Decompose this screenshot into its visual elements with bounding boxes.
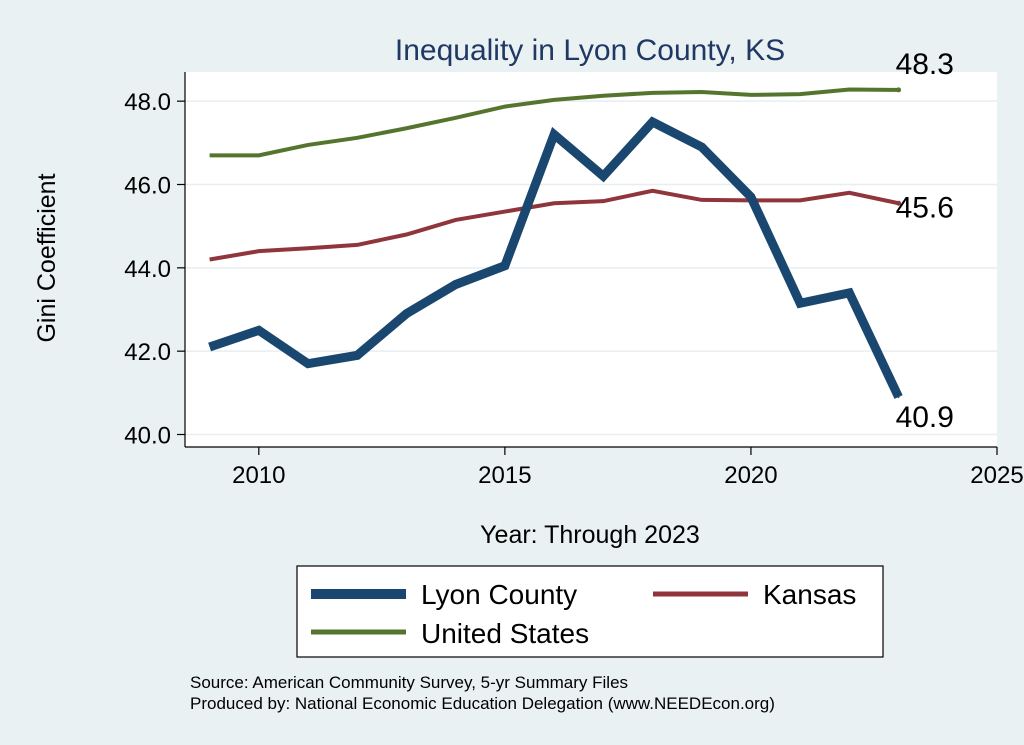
legend-label-united-states: United States (421, 618, 589, 649)
end-labels: 48.3 45.6 40.9 (896, 48, 954, 434)
chart-title: Inequality in Lyon County, KS (395, 34, 785, 67)
x-tick-label: 2025 (970, 462, 1023, 489)
end-label-united-states: 48.3 (896, 48, 954, 81)
end-label-kansas: 45.6 (896, 191, 954, 224)
series-line-united-states (209, 87, 899, 158)
axes: 40.0 42.0 44.0 46.0 48.0 2010 2015 2020 2025 (124, 72, 1024, 489)
legend: Lyon County Kansas United States (296, 565, 884, 658)
plot-area (185, 72, 997, 447)
series-line-lyon-county (208, 116, 903, 399)
x-axis-label: Year: Through 2023 (480, 521, 700, 549)
x-tick-label: 2015 (478, 462, 531, 489)
produced-by-note: Produced by: National Economic Education… (190, 694, 775, 713)
y-tick-label: 42.0 (124, 339, 171, 366)
y-tick-label: 40.0 (124, 423, 171, 450)
series-line-kansas (209, 188, 899, 262)
legend-label-lyon-county: Lyon County (421, 579, 577, 610)
series-lines (208, 87, 903, 399)
y-axis-label: Gini Coefficient (33, 173, 61, 342)
legend-box (296, 565, 884, 658)
source-note: Source: American Community Survey, 5-yr … (190, 673, 628, 692)
end-point-united-states (896, 87, 902, 93)
end-point-lyon-county (897, 396, 900, 398)
end-point-kansas (896, 200, 902, 206)
x-tick-label: 2010 (232, 462, 285, 489)
end-label-lyon-county: 40.9 (896, 401, 954, 434)
y-tick-label: 46.0 (124, 173, 171, 200)
legend-label-kansas: Kansas (763, 579, 856, 610)
y-tick-label: 44.0 (124, 256, 171, 283)
y-tick-label: 48.0 (124, 89, 171, 116)
gridlines (185, 100, 997, 436)
x-tick-label: 2020 (724, 462, 777, 489)
